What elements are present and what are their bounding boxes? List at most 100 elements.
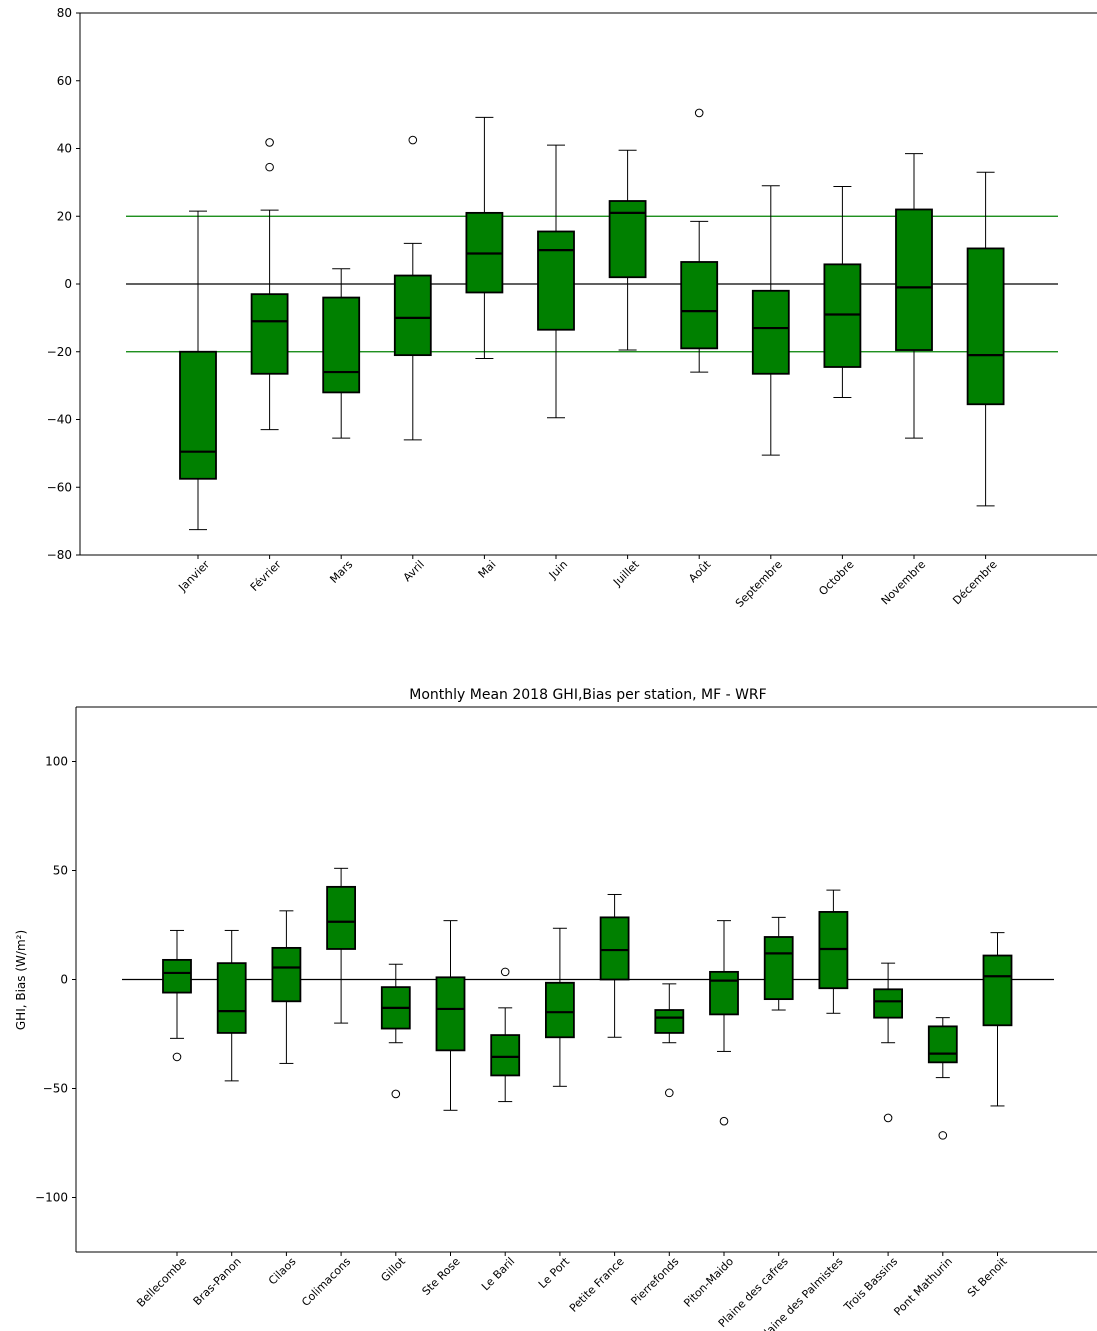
y-tick-label: 50 xyxy=(53,864,68,878)
box-st-benoit xyxy=(982,932,1013,1107)
box-iqr xyxy=(654,1009,685,1034)
box-iqr xyxy=(763,936,794,1001)
x-tick-label: Pont Mathurin xyxy=(891,1255,955,1319)
y-tick-label: −20 xyxy=(47,345,72,359)
x-tick-label: Juillet xyxy=(610,557,642,589)
outlier-point xyxy=(694,108,704,118)
box-iqr xyxy=(599,916,630,981)
x-tick-label: Bellecombe xyxy=(134,1255,189,1310)
box-trois-bassins xyxy=(873,962,903,1123)
box-mars xyxy=(322,268,361,439)
y-tick-label: −100 xyxy=(35,1191,68,1205)
box-cilaos xyxy=(271,910,302,1064)
x-tick-label: Le Baril xyxy=(479,1255,517,1293)
y-tick-label: −40 xyxy=(47,413,72,427)
box-iqr xyxy=(271,946,302,1003)
x-tick-label: Pierrefonds xyxy=(628,1255,681,1308)
box-iqr xyxy=(250,293,289,375)
y-tick-label: 20 xyxy=(57,209,72,223)
x-tick-label: Trois Bassins xyxy=(841,1255,901,1315)
x-tick-label: Août xyxy=(686,557,714,585)
x-tick-label: Septembre xyxy=(733,558,785,610)
outlier-point xyxy=(883,1113,893,1123)
box-novembre xyxy=(895,153,933,439)
box-le-baril xyxy=(490,967,521,1103)
box-plaine-des-cafres xyxy=(763,916,794,1011)
box-juin xyxy=(537,144,575,419)
box-iqr xyxy=(823,263,862,368)
outlier-point xyxy=(408,135,418,145)
box-iqr xyxy=(680,261,719,350)
box-iqr xyxy=(216,962,247,1034)
y-tick-label: 40 xyxy=(57,142,72,156)
box-juillet xyxy=(608,149,647,351)
x-tick-label: Mars xyxy=(327,558,355,586)
x-tick-label: Bras-Panon xyxy=(191,1255,244,1308)
box-iqr xyxy=(490,1034,521,1077)
outlier-point xyxy=(265,138,274,147)
box-iqr xyxy=(751,289,790,375)
box-fevrier xyxy=(250,138,289,431)
x-tick-label: Décembre xyxy=(950,558,1000,608)
y-tick-label: −80 xyxy=(47,548,72,562)
box-avril xyxy=(393,135,432,441)
box-pont-mathurin xyxy=(927,1017,958,1140)
x-tick-label: Novembre xyxy=(879,558,929,608)
box-plaine-des-palmistes xyxy=(818,889,849,1014)
box-iqr xyxy=(966,247,1005,406)
box-bellecombe xyxy=(162,929,192,1062)
box-septembre xyxy=(751,185,790,456)
box-iqr xyxy=(927,1025,958,1064)
outlier-point xyxy=(391,1089,401,1099)
box-pierrefonds xyxy=(654,983,685,1098)
x-tick-label: Octobre xyxy=(816,558,856,598)
box-janvier xyxy=(179,210,217,531)
x-tick-label: Avril xyxy=(401,558,427,584)
x-tick-label: Cilaos xyxy=(266,1255,299,1288)
x-tick-label: Mai xyxy=(476,558,499,581)
box-iqr xyxy=(537,230,575,331)
box-piton-maido xyxy=(709,920,739,1126)
box-bras-panon xyxy=(216,929,247,1082)
x-tick-label: Colimacons xyxy=(299,1255,353,1309)
y-tick-label: 60 xyxy=(57,74,72,88)
box-octobre xyxy=(823,185,862,398)
box-iqr xyxy=(326,885,357,950)
box-aout xyxy=(680,108,719,373)
y-axis-label: GHI, Bias (W/m²) xyxy=(14,930,28,1030)
box-iqr xyxy=(162,958,192,994)
x-tick-label: Gillot xyxy=(378,1254,408,1284)
x-tick-label: Piton-Maido xyxy=(681,1255,736,1310)
x-tick-label: Ste Rose xyxy=(420,1255,463,1298)
box-mai xyxy=(465,116,504,360)
box-gillot xyxy=(380,963,411,1099)
box-iqr xyxy=(179,350,217,480)
y-tick-label: 0 xyxy=(64,277,72,291)
box-petite-france xyxy=(599,893,630,1038)
outlier-point xyxy=(265,162,274,172)
box-iqr xyxy=(322,296,361,394)
outlier-point xyxy=(719,1116,729,1126)
x-tick-label: Le Port xyxy=(536,1254,573,1291)
box-ste-rose xyxy=(435,920,466,1111)
chart-title: Monthly Mean 2018 GHI,Bias per station, … xyxy=(409,687,766,703)
box-iqr xyxy=(873,988,903,1019)
box-iqr xyxy=(709,970,739,1016)
box-iqr xyxy=(982,954,1013,1027)
x-tick-label: St Benoit xyxy=(965,1254,1010,1299)
box-iqr xyxy=(435,976,466,1052)
box-iqr xyxy=(393,274,432,357)
outlier-point xyxy=(665,1088,674,1098)
box-colimacons xyxy=(326,867,357,1024)
box-iqr xyxy=(895,208,933,351)
y-tick-label: 100 xyxy=(45,755,68,769)
x-tick-label: Janvier xyxy=(175,558,212,595)
outlier-point xyxy=(938,1131,948,1140)
chart-station-bias: Monthly Mean 2018 GHI,Bias per station, … xyxy=(14,687,1097,1331)
box-le-port xyxy=(545,927,575,1087)
y-tick-label: −60 xyxy=(47,480,72,494)
chart-monthly-bias: 80 60 40 20 0 −20 −40 −60 −80 Janvier Février Mars A… xyxy=(47,6,1097,610)
y-tick-label: −50 xyxy=(43,1082,68,1096)
box-iqr xyxy=(545,981,575,1039)
